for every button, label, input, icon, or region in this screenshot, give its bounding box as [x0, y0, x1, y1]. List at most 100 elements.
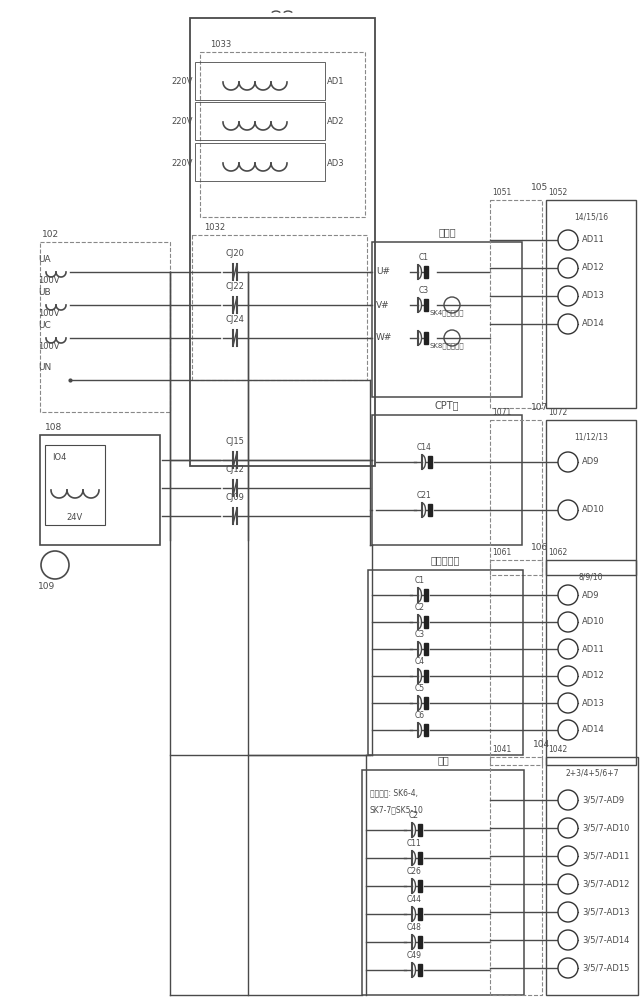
- Text: 220V: 220V: [172, 158, 193, 167]
- Bar: [45, 445, 105, 525]
- Text: AD1: AD1: [327, 78, 345, 87]
- Text: 3/5/7-AD11: 3/5/7-AD11: [582, 852, 629, 860]
- Bar: [40, 435, 160, 545]
- Text: AD11: AD11: [582, 645, 605, 654]
- Text: 1032: 1032: [204, 223, 225, 232]
- Text: C1: C1: [415, 576, 425, 585]
- Bar: [195, 143, 325, 181]
- Text: 102: 102: [42, 230, 59, 239]
- Circle shape: [558, 314, 578, 334]
- Text: UC: UC: [38, 321, 51, 330]
- Bar: [490, 757, 542, 995]
- Bar: [546, 200, 636, 408]
- Text: 电源板: 电源板: [438, 227, 456, 237]
- Text: AD13: AD13: [582, 698, 605, 708]
- Text: C49: C49: [406, 951, 422, 960]
- Text: AD12: AD12: [582, 672, 605, 680]
- Text: 电解电容: SK6-4,: 电解电容: SK6-4,: [370, 788, 418, 797]
- Text: AD14: AD14: [582, 726, 605, 734]
- Circle shape: [558, 639, 578, 659]
- Text: 就地输入板: 就地输入板: [430, 555, 460, 565]
- Text: CJ09: CJ09: [226, 493, 244, 502]
- Text: 100V: 100V: [38, 276, 60, 285]
- Text: 3/5/7-AD13: 3/5/7-AD13: [582, 908, 629, 916]
- Circle shape: [558, 874, 578, 894]
- Circle shape: [444, 297, 460, 313]
- Text: C3: C3: [415, 630, 425, 639]
- Bar: [424, 589, 428, 601]
- Circle shape: [558, 930, 578, 950]
- Bar: [490, 420, 542, 575]
- Text: 1041: 1041: [492, 745, 511, 754]
- Bar: [418, 936, 422, 948]
- Text: 100V: 100V: [38, 309, 60, 318]
- Text: AD10: AD10: [582, 506, 605, 514]
- Text: C44: C44: [406, 895, 422, 904]
- Bar: [362, 770, 524, 995]
- Text: 14/15/16: 14/15/16: [574, 212, 608, 221]
- Bar: [428, 504, 431, 516]
- Text: W#: W#: [376, 334, 392, 342]
- Bar: [192, 235, 367, 380]
- Text: 220V: 220V: [172, 78, 193, 87]
- Bar: [490, 560, 542, 765]
- Text: AD9: AD9: [582, 590, 599, 599]
- Bar: [546, 420, 636, 575]
- Bar: [418, 908, 422, 920]
- Text: 8/9/10: 8/9/10: [579, 572, 603, 581]
- Text: CJ12: CJ12: [226, 465, 244, 474]
- Text: C11: C11: [406, 839, 421, 848]
- Text: AD10: AD10: [582, 617, 605, 626]
- Bar: [40, 242, 170, 412]
- Text: 1072: 1072: [548, 408, 567, 417]
- Text: AD13: AD13: [582, 292, 605, 300]
- Text: C1: C1: [419, 253, 429, 262]
- Circle shape: [558, 258, 578, 278]
- Text: C5: C5: [415, 684, 425, 693]
- Text: 3/5/7-AD10: 3/5/7-AD10: [582, 824, 629, 832]
- Bar: [428, 456, 431, 468]
- Bar: [195, 102, 325, 140]
- Circle shape: [558, 958, 578, 978]
- Text: C2: C2: [415, 603, 425, 612]
- Bar: [418, 880, 422, 892]
- Text: AD2: AD2: [327, 117, 345, 126]
- Text: C14: C14: [417, 443, 431, 452]
- Text: SK7-7、SK5-10: SK7-7、SK5-10: [370, 805, 424, 814]
- Text: 3/5/7-AD15: 3/5/7-AD15: [582, 964, 629, 972]
- Text: CPT板: CPT板: [435, 400, 459, 410]
- Bar: [190, 18, 375, 466]
- Text: 24V: 24V: [67, 513, 83, 522]
- Bar: [372, 242, 522, 397]
- Text: 1051: 1051: [492, 188, 511, 197]
- Text: SK4接触器控制: SK4接触器控制: [430, 309, 464, 316]
- Text: AD11: AD11: [582, 235, 605, 244]
- Circle shape: [558, 666, 578, 686]
- Text: 105: 105: [531, 183, 548, 192]
- Circle shape: [558, 612, 578, 632]
- Bar: [424, 332, 428, 344]
- Circle shape: [558, 902, 578, 922]
- Text: 1071: 1071: [492, 408, 511, 417]
- Text: 1061: 1061: [492, 548, 511, 557]
- Bar: [546, 757, 638, 995]
- Circle shape: [558, 585, 578, 605]
- Text: CJ24: CJ24: [226, 315, 244, 324]
- Circle shape: [41, 551, 69, 579]
- Text: 1052: 1052: [548, 188, 567, 197]
- Text: 3/5/7-AD12: 3/5/7-AD12: [582, 880, 629, 888]
- Text: C26: C26: [406, 867, 421, 876]
- Text: SK8接触器控制: SK8接触器控制: [430, 342, 465, 349]
- Bar: [418, 852, 422, 864]
- Circle shape: [444, 330, 460, 346]
- Text: 104: 104: [534, 740, 550, 749]
- Text: AD12: AD12: [582, 263, 605, 272]
- Bar: [424, 697, 428, 709]
- Circle shape: [558, 230, 578, 250]
- Bar: [368, 570, 523, 755]
- Bar: [418, 824, 422, 836]
- Text: 108: 108: [45, 423, 62, 432]
- Bar: [424, 643, 428, 655]
- Circle shape: [558, 720, 578, 740]
- Text: CJ22: CJ22: [226, 282, 244, 291]
